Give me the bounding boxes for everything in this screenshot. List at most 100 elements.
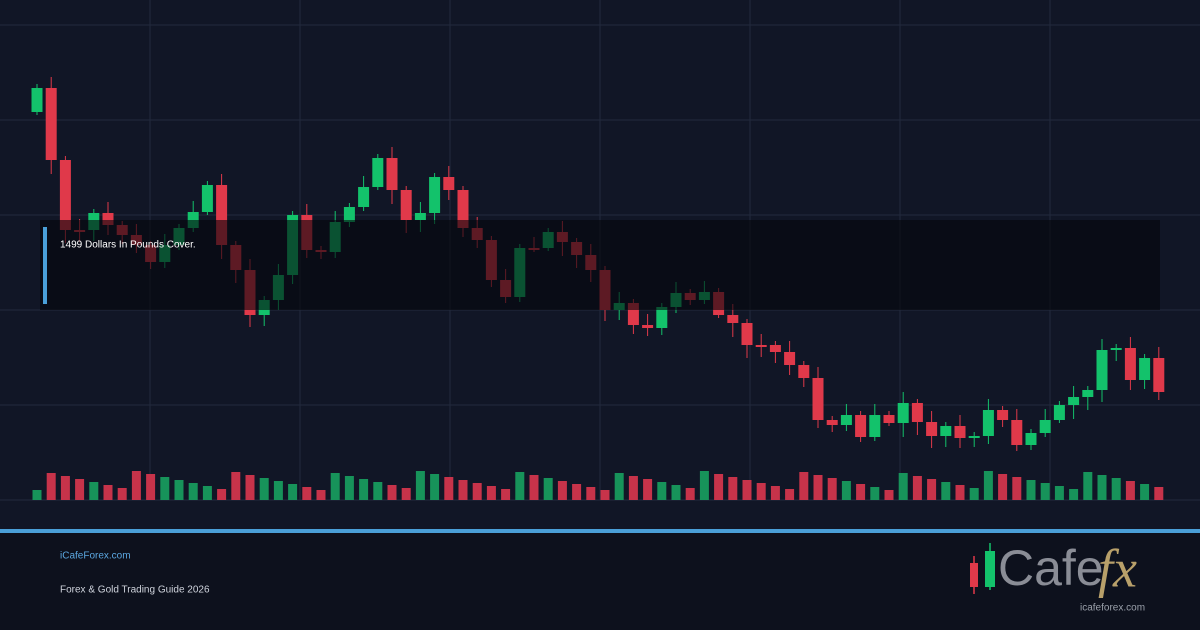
candle-body <box>1110 348 1122 350</box>
candle-body <box>798 365 810 378</box>
volume-bar <box>60 476 70 500</box>
volume-bar <box>685 488 695 500</box>
volume-bar <box>217 489 227 500</box>
volume-bar <box>969 488 979 500</box>
volume-bar <box>32 490 42 500</box>
volume-bar <box>600 490 610 500</box>
volume-bar <box>557 481 567 500</box>
volume-bar <box>841 481 851 500</box>
candle-body <box>656 307 668 328</box>
volume-bar <box>898 473 908 500</box>
candle-body <box>755 345 767 347</box>
volume-bar <box>160 477 170 500</box>
candle-body <box>1153 358 1165 392</box>
volume-bar <box>643 479 653 500</box>
volume-bar <box>785 489 795 500</box>
logo-url: icafeforex.com <box>1080 603 1145 614</box>
candle-body <box>954 426 966 438</box>
volume-bar <box>756 483 766 500</box>
volume-bar <box>927 479 937 500</box>
candle-body <box>897 403 909 423</box>
volume-bar <box>202 486 212 500</box>
volume-bar <box>373 482 383 500</box>
volume-bar <box>316 490 326 500</box>
volume-bar <box>231 472 241 500</box>
volume-bar <box>1054 486 1064 500</box>
volume-bar <box>401 488 411 500</box>
volume-bar <box>174 480 184 500</box>
volume-bar <box>117 488 127 500</box>
volume-bar <box>813 475 823 500</box>
volume-bar <box>586 487 596 500</box>
candle-body <box>869 415 881 437</box>
candle-body <box>826 420 838 425</box>
volume-bar <box>543 478 553 500</box>
volume-bar <box>89 482 99 500</box>
volume-bar <box>273 481 283 500</box>
volume-bar <box>146 474 156 500</box>
candle-body <box>741 323 753 345</box>
volume-bar <box>728 477 738 500</box>
volume-bar <box>1026 480 1036 500</box>
footer-tagline: Forex & Gold Trading Guide 2026 <box>60 585 210 596</box>
candle-body <box>926 422 938 436</box>
candle-body <box>1011 420 1023 445</box>
volume-bar <box>515 472 525 500</box>
volume-bar <box>444 477 454 500</box>
volume <box>32 471 1164 500</box>
volume-bar <box>529 475 539 500</box>
candle-body <box>982 410 994 436</box>
volume-bar <box>359 479 369 500</box>
candle-body <box>31 88 43 112</box>
volume-bar <box>344 476 354 500</box>
volume-bar <box>614 473 624 500</box>
volume-bar <box>1040 483 1050 500</box>
candle-body <box>386 158 398 190</box>
volume-bar <box>827 478 837 500</box>
candle-body <box>1096 350 1108 390</box>
candle-body <box>812 378 824 420</box>
volume-bar <box>458 480 468 500</box>
volume-bar <box>714 474 724 500</box>
volume-bar <box>671 485 681 500</box>
candle-body <box>1025 433 1037 445</box>
caption-accent <box>43 227 47 304</box>
volume-bar <box>1097 475 1107 500</box>
volume-bar <box>188 483 198 500</box>
candle-body <box>59 160 71 230</box>
volume-bar <box>1069 489 1079 500</box>
volume-bar <box>770 486 780 500</box>
volume-bar <box>572 484 582 500</box>
candle-body <box>45 88 57 160</box>
candle-body <box>855 415 867 437</box>
volume-bar <box>75 479 85 500</box>
footer-site: iCafeForex.com <box>60 551 131 562</box>
candle-body <box>769 345 781 352</box>
volume-bar <box>870 487 880 500</box>
volume-bar <box>1111 478 1121 500</box>
volume-bar <box>941 482 951 500</box>
logo-word: Cafe <box>998 540 1104 596</box>
candle-body <box>1139 358 1151 380</box>
volume-bar <box>1125 481 1135 500</box>
candle-body <box>997 410 1009 420</box>
volume-bar <box>657 482 667 500</box>
volume-bar <box>430 474 440 500</box>
volume-bar <box>628 476 638 500</box>
volume-bar <box>856 484 866 500</box>
volume-bar <box>1012 477 1022 500</box>
volume-bar <box>1140 484 1150 500</box>
candle-body <box>216 185 228 245</box>
candle-body <box>400 190 412 220</box>
volume-bar <box>472 483 482 500</box>
volume-bar <box>131 471 141 500</box>
candle-body <box>372 158 384 187</box>
volume-bar <box>330 473 340 500</box>
candle-body <box>358 187 370 207</box>
volume-bar <box>1083 472 1093 500</box>
caption-box <box>40 220 1160 310</box>
candle-body <box>1082 390 1094 397</box>
candle-body <box>883 415 895 423</box>
volume-bar <box>742 480 752 500</box>
